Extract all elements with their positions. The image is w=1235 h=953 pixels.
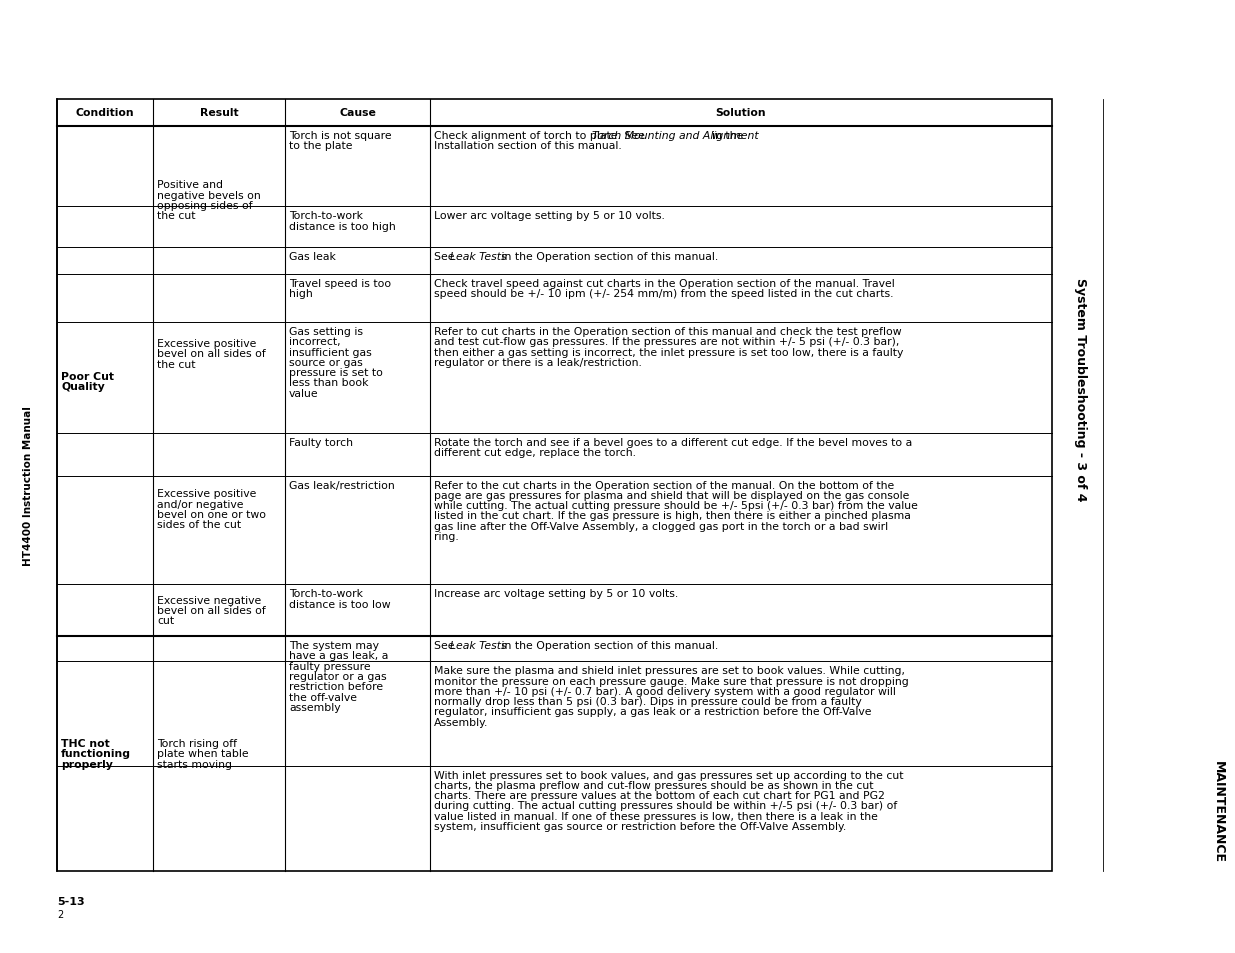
- Text: bevel on all sides of: bevel on all sides of: [157, 605, 266, 616]
- Text: while cutting. The actual cutting pressure should be +/- 5psi (+/- 0.3 bar) from: while cutting. The actual cutting pressu…: [433, 500, 918, 511]
- Text: Poor Cut: Poor Cut: [61, 372, 114, 381]
- Text: Faulty torch: Faulty torch: [289, 437, 353, 448]
- Text: Gas setting is: Gas setting is: [289, 327, 363, 336]
- Text: and test cut-flow gas pressures. If the pressures are not within +/- 5 psi (+/- : and test cut-flow gas pressures. If the …: [433, 337, 899, 347]
- Text: cut: cut: [157, 616, 174, 626]
- Text: Torch-to-work: Torch-to-work: [289, 211, 363, 221]
- Text: Leak Tests: Leak Tests: [451, 640, 506, 650]
- Text: during cutting. The actual cutting pressures should be within +/-5 psi (+/- 0.3 : during cutting. The actual cutting press…: [433, 801, 898, 811]
- Text: Gas leak/restriction: Gas leak/restriction: [289, 480, 395, 490]
- Text: Travel speed is too: Travel speed is too: [289, 278, 391, 289]
- Text: Rotate the torch and see if a bevel goes to a different cut edge. If the bevel m: Rotate the torch and see if a bevel goes…: [433, 437, 913, 448]
- Text: Leak Tests: Leak Tests: [451, 253, 506, 262]
- Text: the cut: the cut: [157, 359, 195, 369]
- Text: Torch is not square: Torch is not square: [289, 131, 391, 141]
- Text: restriction before: restriction before: [289, 681, 383, 692]
- Text: Installation section of this manual.: Installation section of this manual.: [433, 141, 621, 152]
- Text: charts, the plasma preflow and cut-flow pressures should be as shown in the cut: charts, the plasma preflow and cut-flow …: [433, 781, 873, 790]
- Text: regulator, insufficient gas supply, a gas leak or a restriction before the Off-V: regulator, insufficient gas supply, a ga…: [433, 707, 872, 717]
- Text: pressure is set to: pressure is set to: [289, 368, 383, 377]
- Text: Excessive positive: Excessive positive: [157, 489, 257, 498]
- Text: have a gas leak, a: have a gas leak, a: [289, 651, 388, 660]
- Text: monitor the pressure on each pressure gauge. Make sure that pressure is not drop: monitor the pressure on each pressure ga…: [433, 676, 909, 686]
- Text: With inlet pressures set to book values, and gas pressures set up according to t: With inlet pressures set to book values,…: [433, 770, 904, 780]
- Text: starts moving: starts moving: [157, 759, 232, 769]
- Text: The system may: The system may: [289, 640, 379, 650]
- Text: faulty pressure: faulty pressure: [289, 661, 370, 671]
- Text: Make sure the plasma and shield inlet pressures are set to book values. While cu: Make sure the plasma and shield inlet pr…: [433, 665, 905, 676]
- Text: Torch Mounting and Alignment: Torch Mounting and Alignment: [592, 131, 758, 141]
- Text: to the plate: to the plate: [289, 141, 352, 152]
- Text: Solution: Solution: [716, 109, 766, 118]
- Text: assembly: assembly: [289, 702, 341, 712]
- Text: value: value: [289, 389, 319, 398]
- Text: plate when table: plate when table: [157, 749, 248, 759]
- Text: Cause: Cause: [340, 109, 375, 118]
- Text: the cut: the cut: [157, 211, 195, 221]
- Text: negative bevels on: negative bevels on: [157, 191, 261, 200]
- Text: Increase arc voltage setting by 5 or 10 volts.: Increase arc voltage setting by 5 or 10 …: [433, 589, 678, 598]
- Text: See: See: [433, 640, 458, 650]
- Text: listed in the cut chart. If the gas pressure is high, then there is either a pin: listed in the cut chart. If the gas pres…: [433, 511, 911, 521]
- Text: Assembly.: Assembly.: [433, 717, 488, 727]
- Text: 2: 2: [57, 909, 63, 919]
- Text: gas line after the Off-Valve Assembly, a clogged gas port in the torch or a bad : gas line after the Off-Valve Assembly, a…: [433, 521, 888, 531]
- Text: page are gas pressures for plasma and shield that will be displayed on the gas c: page are gas pressures for plasma and sh…: [433, 491, 909, 500]
- Text: charts. There are pressure values at the bottom of each cut chart for PG1 and PG: charts. There are pressure values at the…: [433, 790, 884, 801]
- Text: Torch-to-work: Torch-to-work: [289, 589, 363, 598]
- Text: regulator or a gas: regulator or a gas: [289, 671, 387, 681]
- Text: Check alignment of torch to plate. See: Check alignment of torch to plate. See: [433, 131, 648, 141]
- Text: functioning: functioning: [61, 749, 131, 759]
- Text: insufficient gas: insufficient gas: [289, 347, 372, 357]
- Text: Refer to cut charts in the Operation section of this manual and check the test p: Refer to cut charts in the Operation sec…: [433, 327, 902, 336]
- Text: sides of the cut: sides of the cut: [157, 519, 241, 530]
- Text: Check travel speed against cut charts in the Operation section of the manual. Tr: Check travel speed against cut charts in…: [433, 278, 894, 289]
- Text: normally drop less than 5 psi (0.3 bar). Dips in pressure could be from a faulty: normally drop less than 5 psi (0.3 bar).…: [433, 697, 862, 706]
- Text: value listed in manual. If one of these pressures is low, then there is a leak i: value listed in manual. If one of these …: [433, 811, 878, 821]
- Text: bevel on all sides of: bevel on all sides of: [157, 349, 266, 359]
- Text: Condition: Condition: [75, 109, 135, 118]
- Text: Lower arc voltage setting by 5 or 10 volts.: Lower arc voltage setting by 5 or 10 vol…: [433, 211, 664, 221]
- Text: ring.: ring.: [433, 532, 458, 541]
- Text: regulator or there is a leak/restriction.: regulator or there is a leak/restriction…: [433, 357, 642, 368]
- Text: more than +/- 10 psi (+/- 0.7 bar). A good delivery system with a good regulator: more than +/- 10 psi (+/- 0.7 bar). A go…: [433, 686, 895, 696]
- Text: less than book: less than book: [289, 378, 368, 388]
- Text: Quality: Quality: [61, 381, 105, 392]
- Text: THC not: THC not: [61, 739, 110, 748]
- Text: 5-13: 5-13: [57, 896, 85, 906]
- Text: MAINTENANCE: MAINTENANCE: [1212, 760, 1224, 862]
- Text: Torch rising off: Torch rising off: [157, 739, 237, 748]
- Text: speed should be +/- 10 ipm (+/- 254 mm/m) from the speed listed in the cut chart: speed should be +/- 10 ipm (+/- 254 mm/m…: [433, 289, 893, 299]
- Text: opposing sides of: opposing sides of: [157, 201, 253, 211]
- Text: in the Operation section of this manual.: in the Operation section of this manual.: [490, 253, 718, 262]
- Bar: [57, 100, 1052, 871]
- Text: in the Operation section of this manual.: in the Operation section of this manual.: [490, 640, 718, 650]
- Text: Gas leak: Gas leak: [289, 253, 336, 262]
- Text: Positive and: Positive and: [157, 180, 224, 191]
- Text: See: See: [433, 253, 458, 262]
- Text: distance is too high: distance is too high: [289, 221, 395, 232]
- Text: system, insufficient gas source or restriction before the Off-Valve Assembly.: system, insufficient gas source or restr…: [433, 821, 846, 831]
- Text: source or gas: source or gas: [289, 357, 363, 368]
- Text: Excessive negative: Excessive negative: [157, 596, 262, 605]
- Text: in the: in the: [705, 131, 743, 141]
- Text: Result: Result: [200, 109, 238, 118]
- Text: System Troubleshooting - 3 of 4: System Troubleshooting - 3 of 4: [1073, 277, 1087, 500]
- Text: HT4400 Instruction Manual: HT4400 Instruction Manual: [23, 406, 33, 565]
- Text: high: high: [289, 289, 312, 299]
- Text: the off-valve: the off-valve: [289, 692, 357, 701]
- Text: bevel on one or two: bevel on one or two: [157, 509, 266, 519]
- Text: different cut edge, replace the torch.: different cut edge, replace the torch.: [433, 448, 636, 458]
- Text: and/or negative: and/or negative: [157, 499, 243, 509]
- Text: Excessive positive: Excessive positive: [157, 338, 257, 349]
- Text: distance is too low: distance is too low: [289, 599, 390, 609]
- Text: properly: properly: [61, 759, 112, 769]
- Text: then either a gas setting is incorrect, the inlet pressure is set too low, there: then either a gas setting is incorrect, …: [433, 347, 903, 357]
- Text: incorrect,: incorrect,: [289, 337, 341, 347]
- Text: Refer to the cut charts in the Operation section of the manual. On the bottom of: Refer to the cut charts in the Operation…: [433, 480, 894, 490]
